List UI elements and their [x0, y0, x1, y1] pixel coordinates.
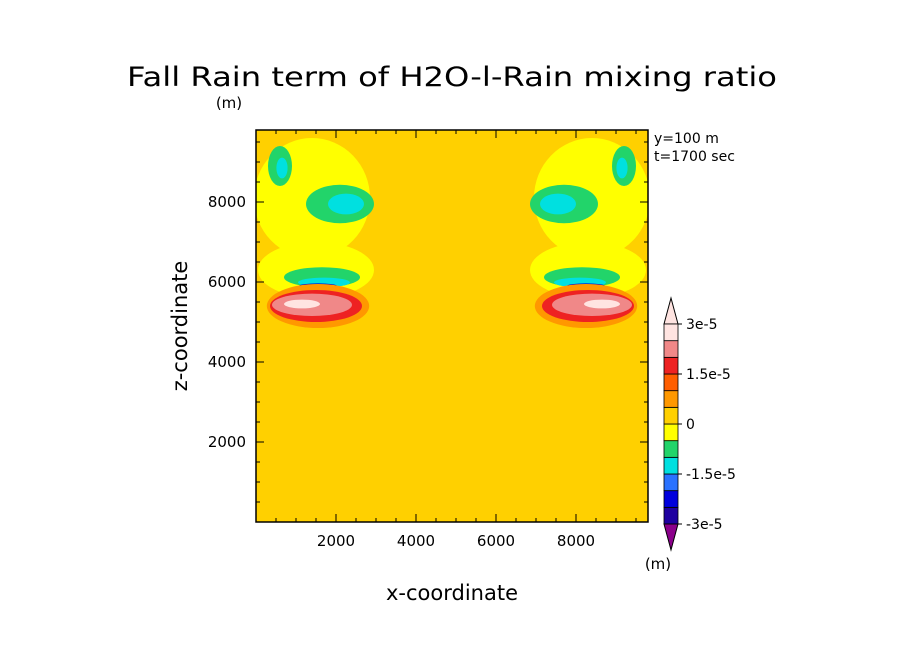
chart-title: Fall Rain term of H2O-l-Rain mixing rati…: [127, 62, 777, 93]
colorbar-bin: [663, 423, 679, 442]
colorbar-bin: [663, 356, 679, 375]
colorbar-bin: [663, 340, 679, 358]
contour-left-arc-light: [284, 299, 320, 309]
x-tick-label: 4000: [397, 532, 435, 550]
x-tick-label: 6000: [477, 532, 515, 550]
colorbar-bin: [663, 390, 679, 408]
y-axis-label: z-coordinate: [168, 261, 192, 392]
colorbar-top-extension: [663, 296, 679, 325]
y-tick-label: 6000: [208, 273, 246, 291]
colorbar-label: 0: [686, 417, 695, 433]
colorbar-bin: [663, 323, 679, 342]
y-tick-label: 4000: [208, 353, 246, 371]
colorbar-bin: [663, 406, 679, 425]
annotation-y: y=100 m: [654, 131, 719, 147]
colorbar-bottom-extension: [663, 523, 679, 552]
colorbar-label: 1.5e-5: [686, 367, 731, 383]
x-tick-label: 2000: [317, 532, 355, 550]
contour-left-top-cyan: [276, 157, 288, 179]
colorbar-label: 3e-5: [686, 317, 717, 333]
y-tick-label: 2000: [208, 433, 246, 451]
colorbar-bin: [663, 473, 679, 492]
colorbar-bin: [663, 456, 679, 475]
colorbar-bin: [663, 490, 679, 508]
plot-frame: [255, 129, 649, 523]
colorbar-label: -3e-5: [686, 517, 723, 533]
contour-right-top-cyan: [616, 157, 628, 179]
colorbar-bin: [663, 506, 679, 525]
colorbar-unit-label: (m): [645, 555, 671, 573]
colorbar-bin: [663, 440, 679, 458]
colorbar-label: -1.5e-5: [686, 467, 736, 483]
contour-right-arc-light: [584, 299, 620, 309]
contour-left-upper-lobe-cyan: [328, 193, 364, 215]
x-axis-label: x-coordinate: [386, 581, 518, 605]
title-unit-label: (m): [216, 94, 242, 112]
annotation-t: t=1700 sec: [654, 149, 735, 165]
colorbar: 3e-5 1.5e-5 0 -1.5e-5 -3e-5: [663, 296, 736, 552]
plot-area: 2000 4000 6000 8000 2000 4000 6000 8000: [208, 129, 649, 550]
contour-right-upper-lobe-cyan: [540, 193, 576, 215]
y-tick-label: 8000: [208, 193, 246, 211]
x-tick-label: 8000: [557, 532, 595, 550]
colorbar-bin: [663, 373, 679, 392]
